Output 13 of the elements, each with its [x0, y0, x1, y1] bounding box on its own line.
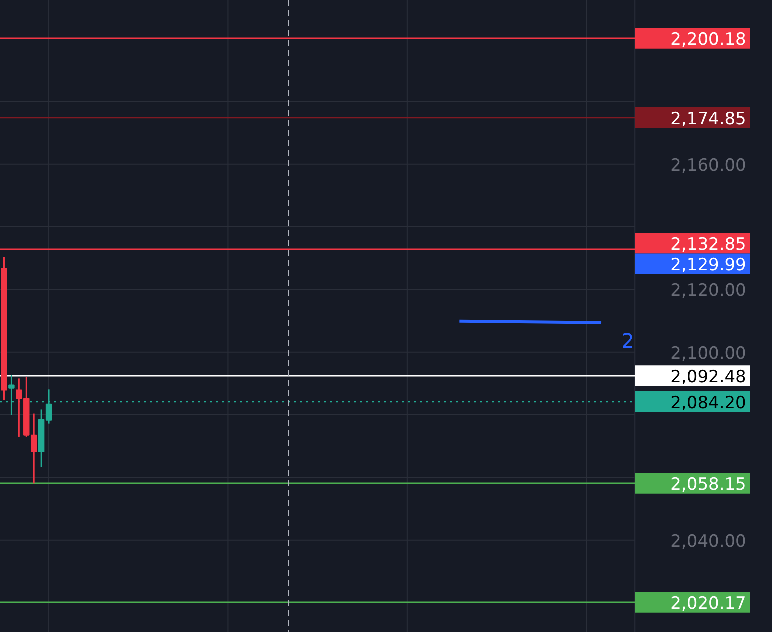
ref-line-label: 2,058.15 — [670, 475, 746, 496]
y-tick-label: 2,160.00 — [670, 156, 746, 176]
ref-line-label: 2,174.85 — [670, 109, 746, 130]
ref-line-label: 2,020.17 — [670, 594, 746, 614]
ref-line-label: 2,132.85 — [670, 234, 746, 255]
annotation: 2 — [622, 329, 634, 354]
ref-line-label: 2,200.18 — [670, 30, 746, 50]
y-tick-label: 2,040.00 — [670, 532, 746, 552]
y-tick-label: 2,100.00 — [670, 344, 746, 364]
y-tick-label: 2,120.00 — [670, 281, 746, 302]
ref-line-label: 2,084.20 — [670, 393, 746, 414]
ref-line-label: 2,092.48 — [670, 367, 746, 388]
text: 2,129.99 — [670, 256, 746, 276]
